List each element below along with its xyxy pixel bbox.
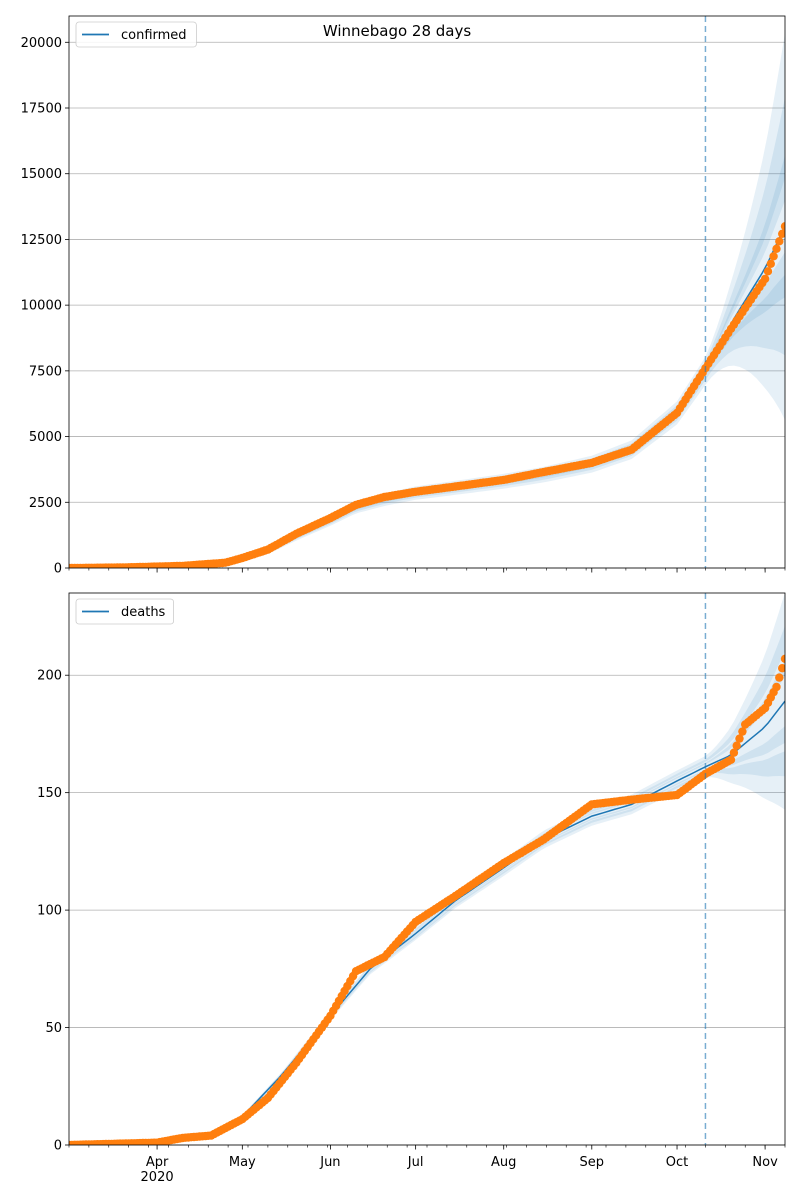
data-point: [780, 654, 785, 663]
data-point: [775, 673, 784, 682]
x-tick-label: Jun: [319, 1155, 340, 1170]
y-tick-label: 50: [45, 1021, 62, 1036]
legend-label: deaths: [121, 605, 166, 620]
x-tick-label: Jul: [407, 1155, 424, 1170]
data-point: [738, 727, 747, 736]
x-tick-label: Oct: [666, 1155, 688, 1170]
axes-frame: [68, 592, 786, 1146]
y-tick-label: 12500: [21, 233, 62, 248]
data-point: [769, 252, 778, 261]
x-tick-label: May: [229, 1155, 256, 1170]
data-point: [780, 222, 785, 231]
uncertainty-band: [86, 751, 785, 1145]
y-tick-label: 2500: [29, 496, 62, 511]
uncertainty-band: [69, 155, 785, 568]
y-tick-label: 7500: [29, 364, 62, 379]
uncertainty-band: [69, 659, 785, 1145]
data-point: [729, 748, 739, 757]
y-tick-label: 10000: [21, 299, 62, 314]
data-point: [772, 244, 781, 253]
y-tick-label: 20000: [21, 36, 62, 51]
x-tick-label: Sep: [580, 1155, 605, 1170]
data-point: [778, 229, 785, 238]
x-tick-label: Apr: [146, 1155, 169, 1170]
confirmed-panel: 0 2500 5000 7500 10000 12500 15000 17500 20000 Wi…: [21, 15, 786, 577]
chart-title: Winnebago 28 days: [323, 22, 472, 40]
x-tick-label: Aug: [491, 1155, 516, 1170]
x-tick-label: 2020: [141, 1170, 174, 1185]
y-tick-label: 5000: [29, 430, 62, 445]
y-tick-label: 0: [54, 1139, 62, 1154]
y-tick-label: 0: [54, 562, 62, 577]
uncertainty-band: [125, 274, 785, 568]
y-tick-label: 100: [37, 904, 62, 919]
y-tick-label: 17500: [21, 102, 62, 117]
data-point: [760, 274, 770, 284]
data-point: [766, 259, 775, 268]
model-line: [69, 225, 785, 568]
data-point: [726, 755, 736, 764]
data-point: [735, 734, 744, 743]
y-tick-label: 200: [37, 669, 62, 684]
legend-label: confirmed: [121, 28, 187, 43]
y-tick-label: 150: [37, 786, 62, 801]
legend: [75, 598, 174, 625]
data-point: [732, 741, 741, 750]
data-point: [772, 682, 781, 692]
data-point: [763, 267, 773, 276]
uncertainty-band: [69, 625, 785, 1145]
y-tick-label: 15000: [21, 167, 62, 182]
uncertainty-band: [69, 226, 785, 568]
x-tick-label: Nov: [752, 1155, 778, 1170]
legend: [75, 21, 197, 48]
data-point: [778, 664, 785, 673]
data-point: [775, 237, 784, 246]
